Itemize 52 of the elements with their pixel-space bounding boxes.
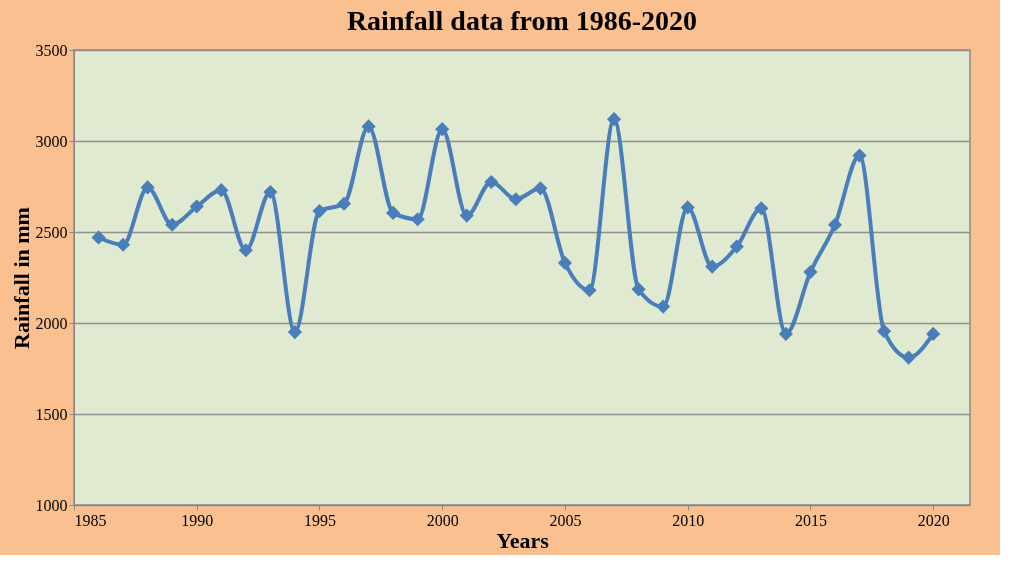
point xyxy=(189,199,204,214)
y-axis-title: Rainfall in mm xyxy=(8,207,34,349)
point xyxy=(508,192,523,207)
point xyxy=(312,204,327,219)
y-tick-label: 2000 xyxy=(35,314,68,332)
x-tick-label: 1985 xyxy=(74,511,107,529)
chart-title: Rainfall data from 1986-2020 xyxy=(346,5,698,36)
x-tick-label: 2005 xyxy=(549,511,582,529)
point xyxy=(606,112,622,127)
point xyxy=(852,148,867,163)
point xyxy=(827,217,843,232)
point xyxy=(901,350,916,365)
point xyxy=(803,264,818,280)
point xyxy=(214,183,229,198)
point xyxy=(754,201,769,216)
point xyxy=(165,217,180,232)
point xyxy=(705,259,720,274)
point xyxy=(631,282,646,297)
point xyxy=(361,119,376,134)
y-tick-label: 1000 xyxy=(35,496,68,514)
x-tick-label: 2000 xyxy=(426,511,459,529)
point xyxy=(435,122,450,137)
point xyxy=(263,184,278,200)
point xyxy=(116,237,131,252)
point xyxy=(459,208,474,223)
point xyxy=(238,243,253,258)
y-tick-label: 2500 xyxy=(35,223,68,241)
point xyxy=(557,255,573,271)
y-tick-label: 1500 xyxy=(35,405,68,423)
point xyxy=(926,326,941,341)
point xyxy=(140,180,155,195)
point xyxy=(484,174,499,190)
x-tick-label: 2010 xyxy=(672,511,705,529)
point xyxy=(91,230,106,245)
point xyxy=(287,325,302,340)
x-tick-label: 2020 xyxy=(917,511,950,529)
y-tick-label: 3500 xyxy=(35,41,68,59)
y-tick-label: 3000 xyxy=(35,132,68,150)
point xyxy=(729,239,744,254)
point xyxy=(877,324,892,339)
x-tick-label: 1995 xyxy=(303,511,336,529)
point xyxy=(533,181,548,196)
x-axis-title: Years xyxy=(496,527,550,553)
point xyxy=(336,196,352,211)
point xyxy=(582,283,597,298)
point xyxy=(410,212,425,227)
x-tick-label: 1990 xyxy=(181,511,214,529)
point xyxy=(386,205,401,220)
point xyxy=(656,299,671,314)
point xyxy=(778,326,793,341)
x-tick-label: 2015 xyxy=(794,511,827,529)
point xyxy=(680,200,695,215)
